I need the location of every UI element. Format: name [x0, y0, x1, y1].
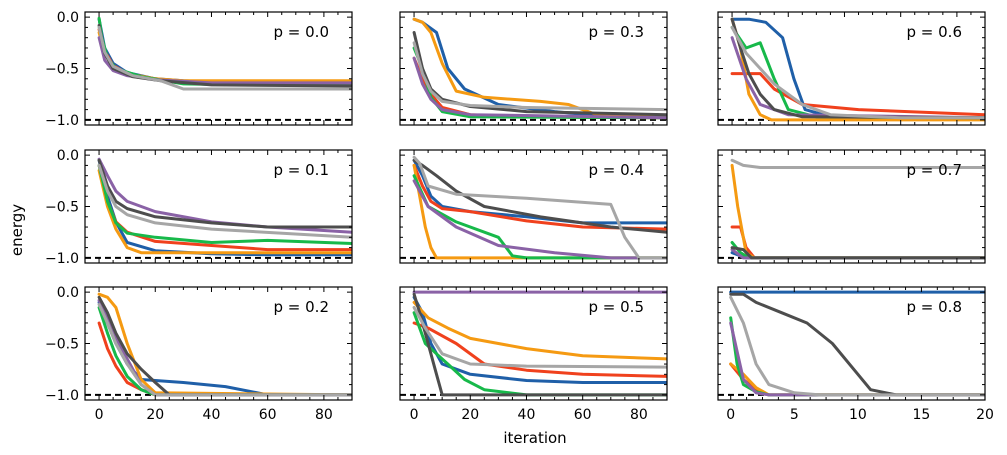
series-line-dark [730, 17, 985, 120]
panel-0-5: 0 20 40 60 80 p = 0.5 [399, 286, 668, 423]
series-line-orange [97, 169, 352, 255]
y-tick-label: −0.5 [45, 337, 79, 353]
series-line-orange [97, 292, 352, 397]
series-line-orange [412, 300, 667, 361]
series-line-gray [97, 25, 352, 91]
series-line-blue [412, 295, 667, 384]
x-tick-label: 80 [630, 407, 648, 423]
series-line-purple [412, 179, 667, 260]
x-tick-label: 80 [315, 407, 333, 423]
series-line-dark [729, 292, 985, 397]
y-axis-label: energy [8, 204, 26, 256]
panel-0-0: 0.0 −0.5 −1.0 p = 0.0 [45, 10, 353, 129]
panel-label: p = 0.3 [589, 23, 644, 41]
series-line-green [97, 163, 352, 245]
y-tick-label: 0.0 [57, 10, 79, 26]
series-line-orange [729, 362, 985, 397]
series-line-red [729, 362, 985, 397]
y-tick-label: −1.0 [45, 388, 79, 404]
y-tick-label: −0.5 [45, 200, 79, 216]
series-line-blue [97, 158, 352, 257]
x-tick-label: 40 [203, 407, 221, 423]
series-line-gray [412, 306, 667, 369]
series-line-dark [97, 158, 352, 229]
series-line-red [412, 163, 667, 231]
series-line-red [730, 225, 985, 260]
series-line-orange [730, 163, 985, 260]
panel-label: p = 0.2 [274, 298, 329, 316]
series-line-gray [412, 41, 667, 112]
x-tick-label: 60 [574, 407, 592, 423]
x-axis-label: iteration [503, 429, 566, 447]
panel-label: p = 0.8 [907, 298, 962, 316]
panel-label: p = 0.7 [907, 161, 962, 179]
panel-0-7: p = 0.7 [717, 149, 986, 264]
panel-label: p = 0.5 [589, 298, 644, 316]
series-line-dark [412, 158, 667, 234]
y-tick-label: 0.0 [57, 285, 79, 301]
y-tick-label: −1.0 [45, 113, 79, 129]
x-tick-label: 0 [95, 407, 104, 423]
series-line-green [97, 306, 352, 397]
series-line-dark [730, 246, 985, 260]
y-tick-label: −1.0 [45, 251, 79, 267]
x-tick-label: 0 [726, 407, 735, 423]
panel-label: p = 0.4 [589, 161, 644, 179]
x-tick-label: 15 [913, 407, 931, 423]
series-line-green [730, 241, 985, 260]
series-line-gray [97, 303, 352, 397]
x-tick-label: 5 [790, 407, 799, 423]
series-line-red [730, 72, 985, 117]
series-line-gray [730, 158, 985, 169]
panel-0-1: 0.0 −0.5 −1.0 p = 0.1 [45, 148, 353, 267]
series-line-gray [412, 155, 667, 260]
panel-0-6: p = 0.6 [717, 11, 986, 126]
series-line-purple [412, 56, 667, 120]
x-tick-label: 20 [976, 407, 994, 423]
panel-0-8: 0 5 10 15 20 p = 0.8 [717, 286, 994, 423]
x-tick-label: 20 [461, 407, 479, 423]
x-tick-label: 40 [518, 407, 536, 423]
y-tick-label: −0.5 [45, 62, 79, 78]
series-line-gray [730, 25, 985, 120]
panel-grid: 0.0 −0.5 −1.0 p = 0.0 0.0 −0.5 −1.0 p = 0.1 0.0 −… [45, 10, 994, 423]
series-line-gray [729, 295, 985, 397]
panel-0-3: p = 0.3 [399, 11, 668, 126]
series-line-dark [412, 292, 667, 397]
series-line-gray [97, 163, 352, 239]
x-tick-label: 0 [410, 407, 419, 423]
y-tick-label: 0.0 [57, 148, 79, 164]
panel-label: p = 0.1 [274, 161, 329, 179]
panel-label: p = 0.6 [907, 23, 962, 41]
series-line-dark [97, 295, 352, 397]
x-tick-label: 10 [849, 407, 867, 423]
panel-label: p = 0.0 [274, 23, 329, 41]
x-tick-label: 20 [146, 407, 164, 423]
x-tick-label: 60 [259, 407, 277, 423]
panel-0-2: 0.0 −0.5 −1.0 0 20 40 60 80 p = 0.2 [45, 285, 353, 423]
panel-0-4: p = 0.4 [399, 149, 668, 264]
